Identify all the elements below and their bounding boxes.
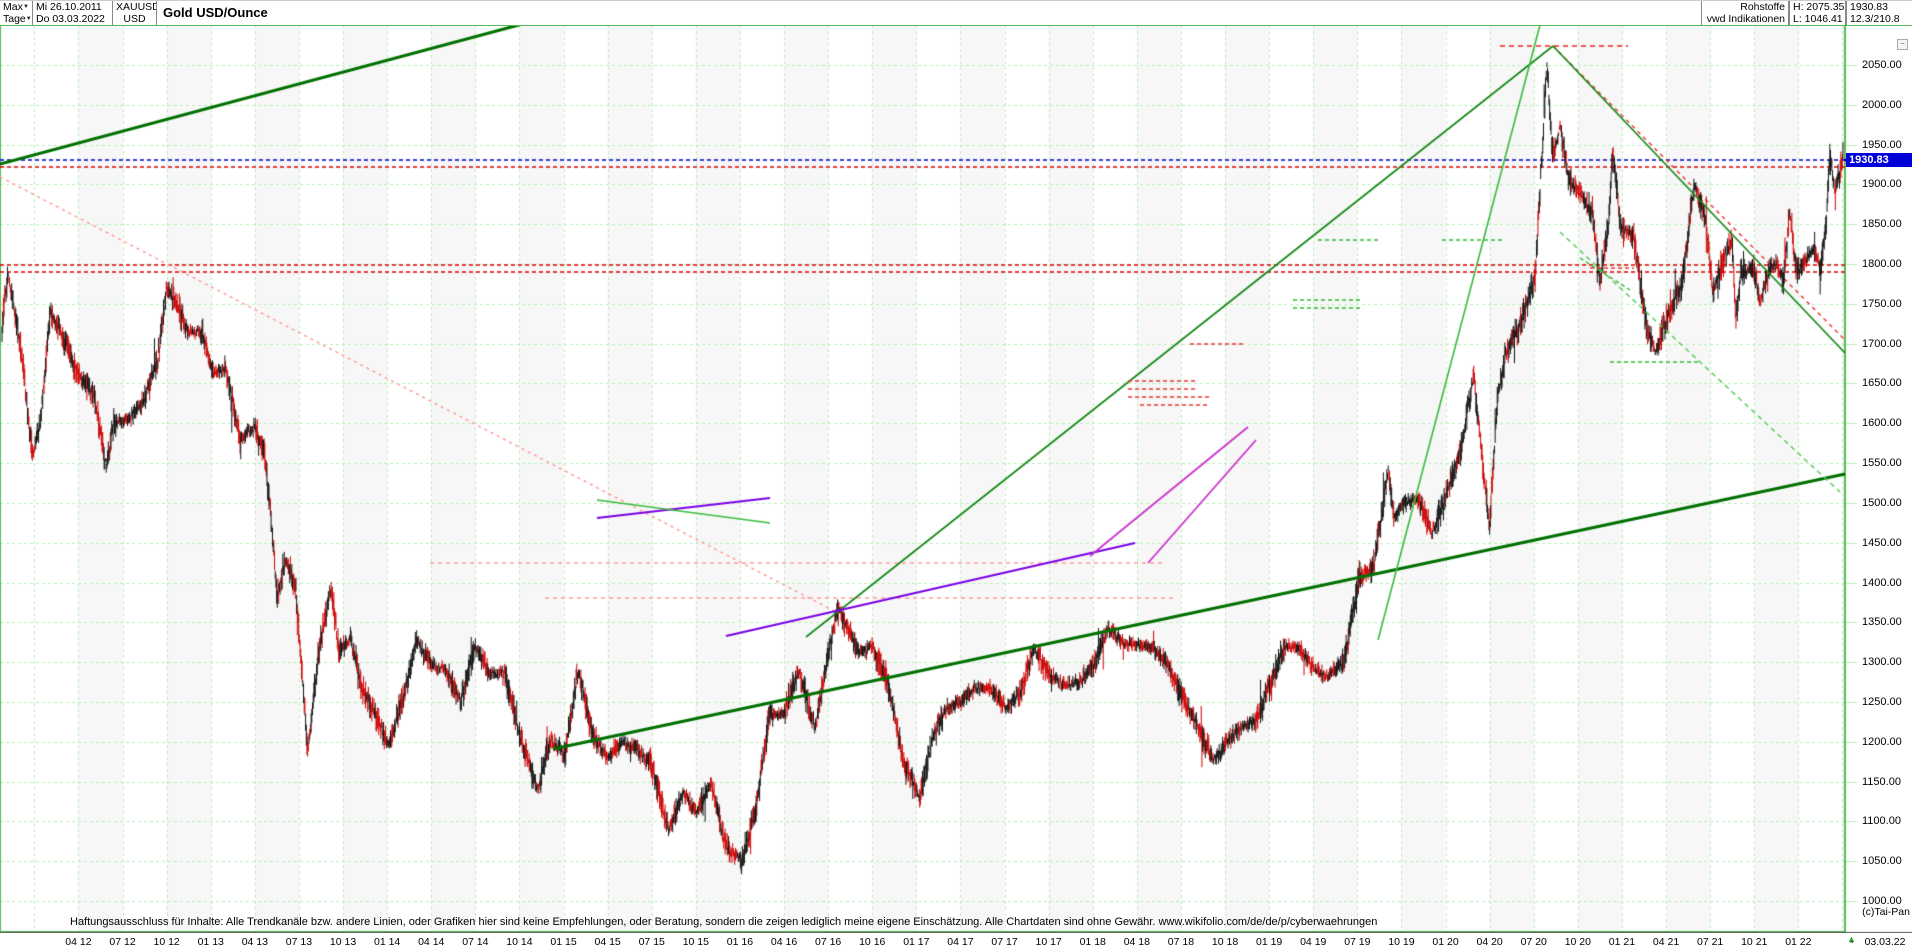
price-axis-label: 1900.00 (1862, 178, 1902, 191)
time-axis-label: 10 20 (1564, 936, 1591, 948)
timeframe-selectors: Max ▼ Tage ▼ (0, 1, 33, 25)
quote-source-label: vwd Indikationen (1706, 13, 1785, 25)
chart-header: Max ▼ Tage ▼ Mi 26.10.2011 Do 03.03.2022… (0, 0, 1912, 26)
time-axis-label: 04 15 (594, 936, 621, 948)
high-value: H: 2075.35 (1793, 1, 1845, 13)
price-axis-label: 1550.00 (1862, 457, 1902, 470)
time-axis-label: 01 14 (373, 936, 401, 948)
price-axis-label: 1950.00 (1862, 138, 1902, 151)
price-axis-label: 1300.00 (1862, 656, 1902, 669)
time-axis-label: 07 17 (991, 936, 1018, 948)
last-date-label: 03.03.22 (1864, 936, 1906, 948)
time-axis-label: 04 21 (1652, 936, 1680, 948)
price-axis-label: 2050.00 (1862, 59, 1902, 71)
instrument-title-cell: Gold USD/Ounce (157, 1, 1701, 25)
copyright-label: (c)Tai-Pan (1862, 906, 1910, 918)
price-axis-label: 1850.00 (1862, 218, 1902, 231)
category-cell: Rohstoffe vwd Indikationen (1701, 1, 1789, 25)
price-axis-label: 1150.00 (1862, 775, 1901, 788)
time-axis-label: 01 13 (197, 936, 224, 948)
last-price-cell: 1930.83 12.3/210.8 (1846, 1, 1912, 25)
time-axis-label: 10 15 (682, 936, 709, 948)
time-axis-label: 04 12 (65, 936, 92, 948)
price-axis-label: 1000.00 (1862, 895, 1902, 907)
time-axis-label: 04 13 (241, 936, 268, 948)
time-axis-label: 07 14 (462, 936, 489, 948)
range-dropdown[interactable]: Max ▼ (0, 1, 32, 13)
time-axis-label: 10 19 (1388, 936, 1415, 948)
price-axis-label: 1450.00 (1862, 536, 1902, 549)
date-to: Do 03.03.2022 (36, 13, 105, 25)
current-price-tag: 1930.83 (1843, 152, 1912, 167)
high-low-cell: H: 2075.35 L: 1046.41 (1789, 1, 1846, 25)
category-label: Rohstoffe (1740, 1, 1785, 13)
page-title: Gold USD/Ounce (163, 5, 268, 20)
price-axis[interactable]: − 1930.83 (c)Tai-Pan 2050.00 2000.00 1950.… (1843, 25, 1912, 932)
price-axis-label: 1100.00 (1862, 815, 1901, 828)
time-axis-label: 04 14 (418, 936, 445, 948)
price-axis-label: 1350.00 (1862, 616, 1902, 629)
period-dropdown[interactable]: Tage ▼ (0, 13, 32, 25)
currency-label: USD (123, 13, 146, 25)
axis-separator: - (1850, 936, 1854, 948)
chevron-down-icon: ▼ (25, 16, 32, 22)
chevron-down-icon: ▼ (23, 4, 29, 10)
price-axis-label: 1750.00 (1862, 297, 1902, 310)
time-axis-label: 07 15 (638, 936, 665, 948)
price-axis-label: 1650.00 (1862, 377, 1902, 390)
time-axis-label: 10 16 (859, 936, 886, 948)
date-range-cell[interactable]: Mi 26.10.2011 Do 03.03.2022 (33, 1, 113, 25)
time-axis-label: 04 20 (1476, 936, 1503, 948)
time-axis-label: 01 22 (1785, 936, 1812, 948)
time-axis-label: 10 21 (1741, 936, 1768, 948)
time-axis-label: 07 16 (814, 936, 842, 948)
time-axis-label: 10 14 (506, 936, 533, 948)
price-axis-label: 1400.00 (1862, 576, 1902, 589)
time-axis-label: 01 19 (1255, 936, 1283, 948)
price-axis-label: 1700.00 (1862, 337, 1902, 350)
time-axis-label: 10 12 (153, 936, 180, 948)
time-axis-label: 04 17 (947, 936, 974, 948)
disclaimer-text: Haftungsausschluss für Inhalte: Alle Tre… (70, 916, 1378, 928)
price-axis-label: 1200.00 (1862, 735, 1902, 748)
price-axis-label: 1500.00 (1862, 496, 1902, 509)
collapse-axis-icon[interactable]: − (1897, 39, 1908, 50)
period-dropdown-label: Tage (3, 13, 26, 25)
symbol-cell: XAUUSD USD (113, 1, 157, 25)
time-axis-label: 01 16 (726, 936, 754, 948)
time-axis-label: 04 19 (1300, 936, 1327, 948)
price-axis-label: 1050.00 (1862, 855, 1902, 868)
time-axis-label: 01 20 (1432, 936, 1459, 948)
time-axis-label: 10 17 (1035, 936, 1062, 948)
price-axis-label: 1250.00 (1862, 695, 1902, 708)
time-axis-label: 10 18 (1211, 936, 1239, 948)
price-axis-label: 1600.00 (1862, 417, 1902, 430)
price-axis-label: 1800.00 (1862, 258, 1902, 271)
time-axis-label: 07 12 (109, 936, 136, 948)
low-value: L: 1046.41 (1793, 13, 1843, 25)
time-axis-label: 07 19 (1344, 936, 1371, 948)
price-axis-label: 2000.00 (1862, 98, 1902, 111)
time-axis-label: 07 21 (1696, 936, 1724, 948)
time-axis-label: 07 18 (1167, 936, 1195, 948)
scroll-up-icon[interactable]: ▲ (1847, 934, 1856, 944)
last-price-value: 1930.83 (1850, 1, 1888, 13)
time-axis-label: 01 15 (550, 936, 577, 948)
time-axis-label: 10 13 (329, 936, 357, 948)
time-axis-label: 04 18 (1123, 936, 1150, 948)
date-from: Mi 26.10.2011 (36, 1, 102, 13)
change-value: 12.3/210.8 (1850, 13, 1900, 25)
time-axis-label: 01 17 (903, 936, 930, 948)
time-axis-label: 01 18 (1079, 936, 1106, 948)
time-axis[interactable]: ▲ - 03.03.22 04 12 07 12 10 12 01 13 04 13 07… (0, 933, 1912, 952)
time-axis-label: 01 21 (1608, 936, 1636, 948)
time-axis-label: 04 16 (770, 936, 798, 948)
symbol-label: XAUUSD (116, 1, 156, 13)
time-axis-label: 07 13 (285, 936, 313, 948)
time-axis-label: 07 20 (1520, 936, 1547, 948)
range-dropdown-label: Max (3, 1, 23, 13)
